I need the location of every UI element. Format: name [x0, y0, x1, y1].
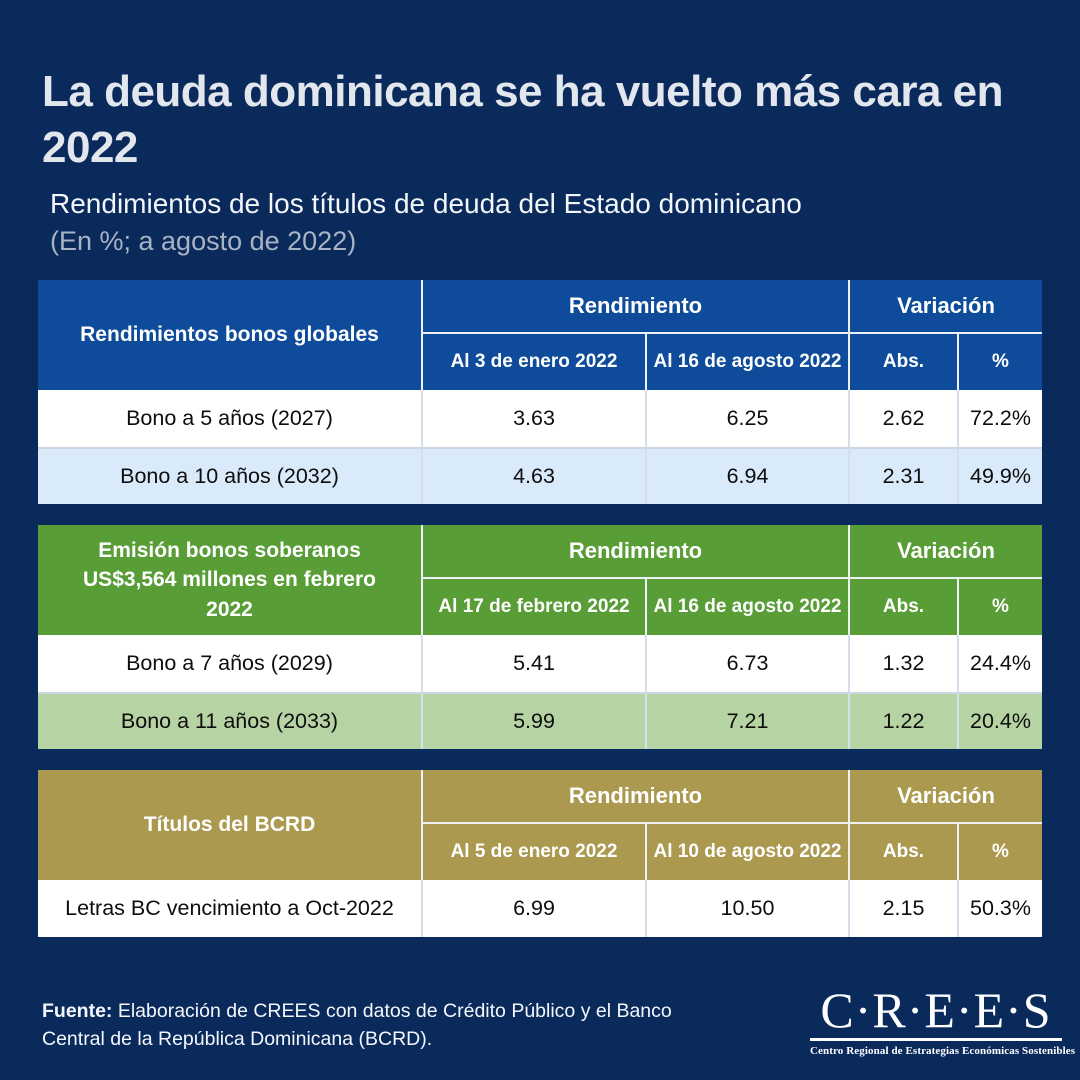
group-header-rendimiento: Rendimiento: [421, 525, 848, 577]
table-title: Títulos del BCRD: [38, 770, 421, 880]
cell-value: 1.32: [848, 635, 957, 692]
column-header-pct: %: [957, 822, 1042, 880]
group-header-variacion: Variación: [848, 280, 1042, 332]
group-header-rendimiento: Rendimiento: [421, 770, 848, 822]
table-bonos-soberanos: Emisión bonos soberanos US$3,564 millone…: [38, 525, 1042, 749]
row-label: Bono a 7 años (2029): [38, 635, 421, 692]
cell-value: 72.2%: [957, 390, 1042, 447]
column-header-pct: %: [957, 577, 1042, 635]
source-note: Fuente: Elaboración de CREES con datos d…: [42, 998, 732, 1053]
group-header-rendimiento: Rendimiento: [421, 280, 848, 332]
heading-block: La deuda dominicana se ha vuelto más car…: [0, 0, 1080, 259]
cell-value: 6.73: [645, 635, 848, 692]
cell-value: 7.21: [645, 692, 848, 749]
column-header-date-1: Al 3 de enero 2022: [421, 332, 645, 390]
cell-value: 24.4%: [957, 635, 1042, 692]
cell-value: 2.31: [848, 447, 957, 504]
row-label: Bono a 11 años (2033): [38, 692, 421, 749]
column-header-abs: Abs.: [848, 577, 957, 635]
row-label: Letras BC vencimiento a Oct-2022: [38, 880, 421, 937]
table-titulos-bcrd: Títulos del BCRD Rendimiento Variación A…: [38, 770, 1042, 937]
cell-value: 6.25: [645, 390, 848, 447]
cell-value: 6.99: [421, 880, 645, 937]
source-label: Fuente:: [42, 1000, 113, 1022]
column-header-date-2: Al 10 de agosto 2022: [645, 822, 848, 880]
cell-value: 6.94: [645, 447, 848, 504]
column-header-date-1: Al 17 de febrero 2022: [421, 577, 645, 635]
group-header-variacion: Variación: [848, 770, 1042, 822]
cell-value: 50.3%: [957, 880, 1042, 937]
unit-note: (En %; a agosto de 2022): [50, 226, 357, 256]
cell-value: 2.62: [848, 390, 957, 447]
page-subtitle: Rendimientos de los títulos de deuda del…: [50, 188, 802, 219]
table-title: Rendimientos bonos globales: [38, 280, 421, 390]
cell-value: 4.63: [421, 447, 645, 504]
column-header-abs: Abs.: [848, 822, 957, 880]
crees-logo-divider: [810, 1038, 1062, 1041]
page-title-line1: La deuda dominicana se ha vuelto más car…: [42, 67, 1004, 116]
crees-logo: C·R·E·E·S Centro Regional de Estrategias…: [810, 982, 1076, 1057]
cell-value: 5.41: [421, 635, 645, 692]
cell-value: 20.4%: [957, 692, 1042, 749]
crees-logo-wordmark: C·R·E·E·S: [820, 982, 1052, 1038]
page-title: La deuda dominicana se ha vuelto más car…: [42, 64, 1040, 176]
cell-value: 49.9%: [957, 447, 1042, 504]
row-label: Bono a 10 años (2032): [38, 447, 421, 504]
column-header-date-2: Al 16 de agosto 2022: [645, 577, 848, 635]
cell-value: 3.63: [421, 390, 645, 447]
table-bonos-globales: Rendimientos bonos globales Rendimiento …: [38, 280, 1042, 504]
row-label: Bono a 5 años (2027): [38, 390, 421, 447]
cell-value: 2.15: [848, 880, 957, 937]
page-title-line2: 2022: [42, 123, 138, 172]
cell-value: 10.50: [645, 880, 848, 937]
crees-logo-tagline: Centro Regional de Estrategias Económica…: [810, 1045, 1076, 1057]
cell-value: 5.99: [421, 692, 645, 749]
cell-value: 1.22: [848, 692, 957, 749]
column-header-abs: Abs.: [848, 332, 957, 390]
table-title: Emisión bonos soberanos US$3,564 millone…: [38, 525, 421, 635]
column-header-pct: %: [957, 332, 1042, 390]
group-header-variacion: Variación: [848, 525, 1042, 577]
column-header-date-2: Al 16 de agosto 2022: [645, 332, 848, 390]
source-text: Elaboración de CREES con datos de Crédit…: [42, 1000, 672, 1050]
column-header-date-1: Al 5 de enero 2022: [421, 822, 645, 880]
